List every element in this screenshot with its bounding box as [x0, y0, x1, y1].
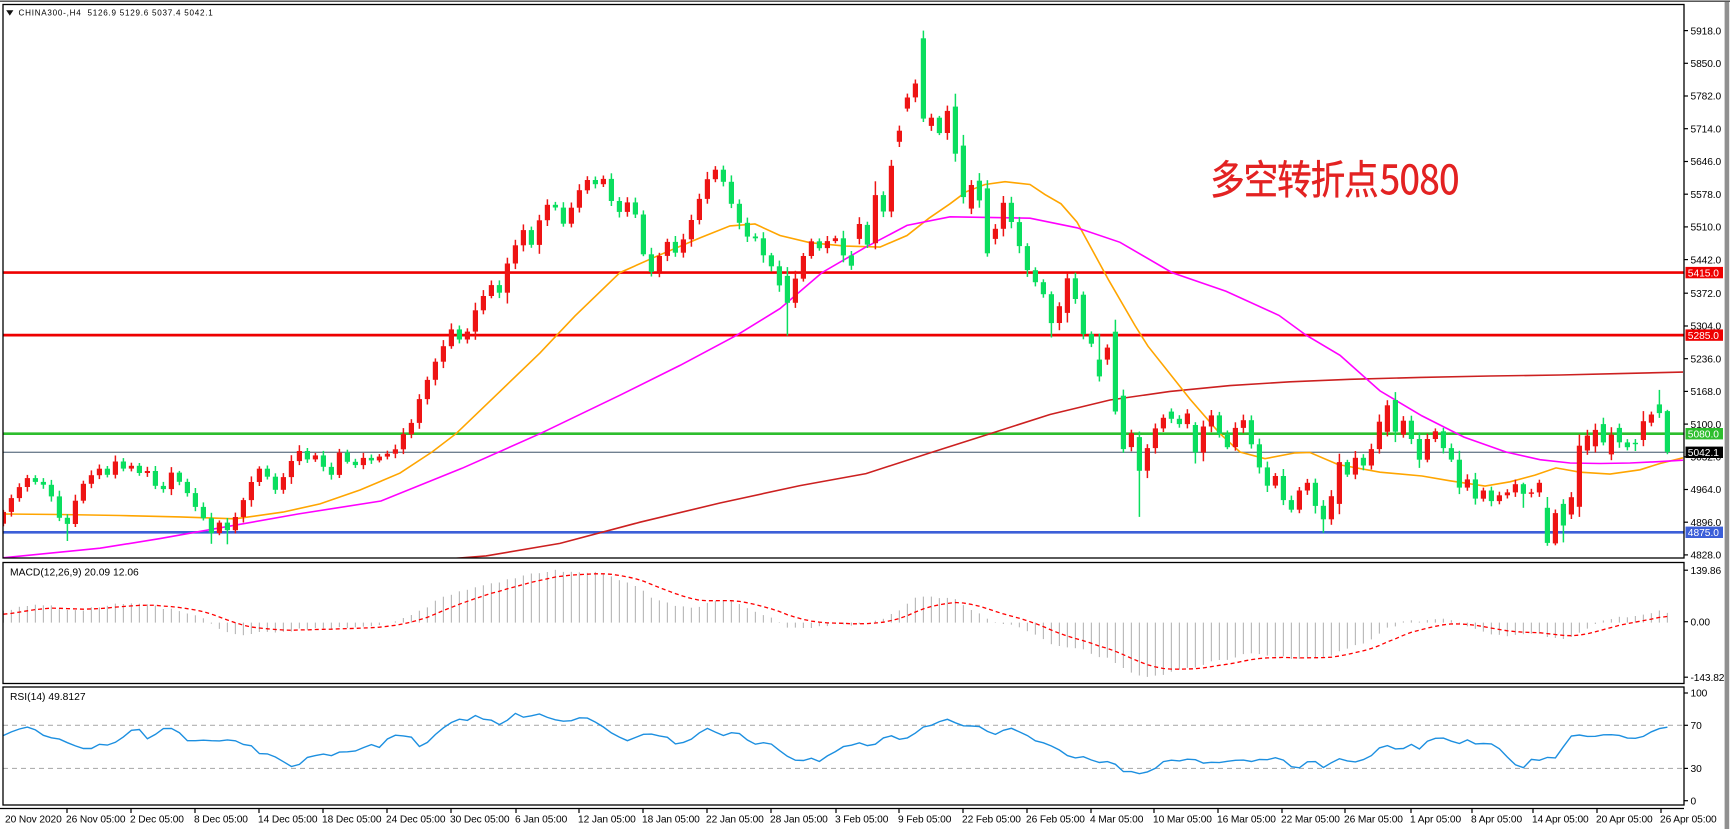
svg-text:26 Nov 05:00: 26 Nov 05:00	[66, 815, 126, 826]
svg-text:22 Mar 05:00: 22 Mar 05:00	[1281, 815, 1340, 826]
svg-text:22 Jan 05:00: 22 Jan 05:00	[706, 815, 764, 826]
svg-text:3 Feb 05:00: 3 Feb 05:00	[835, 815, 889, 826]
svg-text:14 Apr 05:00: 14 Apr 05:00	[1532, 815, 1589, 826]
svg-text:5285.0: 5285.0	[1688, 331, 1719, 342]
svg-text:4896.0: 4896.0	[1691, 518, 1722, 529]
svg-text:14 Dec 05:00: 14 Dec 05:00	[258, 815, 318, 826]
svg-text:20 Apr 05:00: 20 Apr 05:00	[1596, 815, 1653, 826]
svg-text:5578.0: 5578.0	[1691, 190, 1722, 201]
svg-text:5510.0: 5510.0	[1691, 223, 1722, 234]
svg-text:18 Jan 05:00: 18 Jan 05:00	[642, 815, 700, 826]
svg-text:-143.82: -143.82	[1691, 673, 1725, 684]
svg-text:5442.0: 5442.0	[1691, 255, 1722, 266]
svg-text:26 Apr 05:00: 26 Apr 05:00	[1660, 815, 1717, 826]
svg-text:5042.1: 5042.1	[1688, 448, 1719, 459]
svg-text:20 Nov 2020: 20 Nov 2020	[5, 815, 62, 826]
svg-text:5100.0: 5100.0	[1691, 420, 1722, 431]
svg-text:5372.0: 5372.0	[1691, 289, 1722, 300]
svg-text:1 Apr 05:00: 1 Apr 05:00	[1410, 815, 1461, 826]
svg-text:5080.0: 5080.0	[1688, 430, 1719, 441]
svg-text:5304.0: 5304.0	[1691, 322, 1722, 333]
svg-text:10 Mar 05:00: 10 Mar 05:00	[1153, 815, 1212, 826]
svg-text:26 Mar 05:00: 26 Mar 05:00	[1344, 815, 1403, 826]
svg-text:CHINA300-,H4 5126.9 5129.6 50: CHINA300-,H4 5126.9 5129.6 5037.4 5042.1	[19, 8, 214, 17]
svg-text:12 Jan 05:00: 12 Jan 05:00	[578, 815, 636, 826]
svg-text:139.86: 139.86	[1691, 566, 1722, 577]
svg-text:5415.0: 5415.0	[1688, 269, 1719, 280]
svg-text:4828.0: 4828.0	[1691, 551, 1722, 562]
svg-text:5236.0: 5236.0	[1691, 354, 1722, 365]
svg-text:5646.0: 5646.0	[1691, 157, 1722, 168]
svg-text:4 Mar 05:00: 4 Mar 05:00	[1090, 815, 1144, 826]
svg-text:16 Mar 05:00: 16 Mar 05:00	[1217, 815, 1276, 826]
svg-text:RSI(14) 49.8127: RSI(14) 49.8127	[10, 692, 86, 703]
svg-text:5714.0: 5714.0	[1691, 124, 1722, 135]
svg-text:6 Jan 05:00: 6 Jan 05:00	[515, 815, 568, 826]
svg-text:70: 70	[1691, 721, 1703, 732]
svg-text:0: 0	[1691, 796, 1697, 807]
svg-text:9 Feb 05:00: 9 Feb 05:00	[898, 815, 952, 826]
svg-text:26 Feb 05:00: 26 Feb 05:00	[1026, 815, 1085, 826]
svg-text:4875.0: 4875.0	[1688, 528, 1719, 539]
svg-text:4964.0: 4964.0	[1691, 485, 1722, 496]
svg-text:MACD(12,26,9) 20.09 12.06: MACD(12,26,9) 20.09 12.06	[10, 568, 139, 579]
svg-text:8 Apr 05:00: 8 Apr 05:00	[1471, 815, 1522, 826]
svg-text:8 Dec 05:00: 8 Dec 05:00	[194, 815, 248, 826]
svg-text:30: 30	[1691, 764, 1703, 775]
svg-text:24 Dec 05:00: 24 Dec 05:00	[386, 815, 446, 826]
svg-text:30 Dec 05:00: 30 Dec 05:00	[450, 815, 510, 826]
svg-text:5850.0: 5850.0	[1691, 59, 1722, 70]
svg-text:5782.0: 5782.0	[1691, 92, 1722, 103]
svg-text:18 Dec 05:00: 18 Dec 05:00	[322, 815, 382, 826]
svg-text:2 Dec 05:00: 2 Dec 05:00	[130, 815, 184, 826]
svg-text:5168.0: 5168.0	[1691, 387, 1722, 398]
svg-text:0.00: 0.00	[1691, 617, 1711, 628]
svg-text:28 Jan 05:00: 28 Jan 05:00	[770, 815, 828, 826]
svg-text:22 Feb 05:00: 22 Feb 05:00	[962, 815, 1021, 826]
svg-text:5918.0: 5918.0	[1691, 26, 1722, 37]
svg-text:100: 100	[1691, 689, 1708, 700]
